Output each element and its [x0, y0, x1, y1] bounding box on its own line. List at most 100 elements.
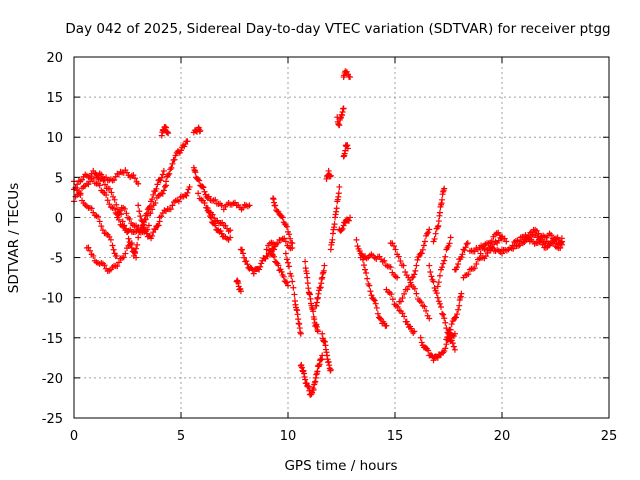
y-tick-labels: -25 -20 -15 -10 -5 0 5 10 15 20: [42, 51, 63, 427]
data-point: [399, 310, 406, 317]
data-point: [310, 308, 317, 315]
data-point: [402, 268, 409, 275]
data-point: [441, 257, 448, 264]
data-point: [440, 260, 447, 267]
data-point: [227, 234, 234, 241]
data-point: [397, 298, 404, 305]
data-point: [354, 243, 361, 250]
data-point: [244, 261, 251, 268]
y-tick-label: 10: [46, 131, 63, 146]
data-point: [227, 227, 234, 234]
data-point: [149, 196, 156, 203]
y-tick-label: -15: [42, 332, 63, 347]
data-point: [87, 247, 94, 254]
data-point: [340, 105, 347, 112]
data-point: [397, 258, 404, 265]
data-point: [436, 272, 443, 279]
data-point: [283, 256, 290, 263]
data-point: [218, 230, 225, 237]
data-point: [302, 258, 309, 265]
data-point: [175, 198, 182, 205]
data-point: [279, 214, 286, 221]
data-point: [150, 191, 157, 198]
data-point: [101, 262, 108, 269]
data-point: [509, 242, 516, 249]
data-point: [135, 180, 142, 187]
data-point: [212, 196, 219, 203]
data-point: [273, 259, 280, 266]
data-point: [171, 156, 178, 163]
data-point: [368, 292, 375, 299]
data-point: [102, 181, 109, 188]
data-point: [364, 275, 371, 282]
data-point: [420, 242, 427, 249]
data-point: [135, 202, 142, 209]
data-point: [146, 203, 153, 210]
data-point: [535, 230, 542, 237]
y-tick-label: 5: [55, 171, 63, 186]
data-point: [77, 190, 84, 197]
data-point: [199, 183, 206, 190]
data-point: [258, 260, 265, 267]
data-point: [411, 271, 418, 278]
y-tick-label: -20: [42, 372, 63, 387]
data-point: [98, 223, 105, 230]
data-point: [145, 222, 152, 229]
data-point: [130, 172, 137, 179]
data-point: [196, 177, 203, 184]
data-point: [389, 296, 396, 303]
y-tick-label: -25: [42, 412, 63, 427]
data-point: [449, 340, 456, 347]
data-point: [152, 200, 159, 207]
plot-frame: [73, 56, 610, 419]
data-point: [165, 172, 172, 179]
data-point: [285, 259, 291, 266]
data-point: [167, 166, 174, 173]
data-point: [503, 238, 510, 245]
data-point: [289, 240, 296, 247]
data-point: [100, 177, 107, 184]
data-point: [347, 214, 354, 221]
data-point: [184, 138, 191, 145]
data-point: [125, 235, 132, 242]
data-point: [434, 283, 441, 290]
data-point: [435, 218, 442, 225]
data-point: [110, 246, 117, 253]
data-point: [440, 311, 447, 318]
data-point: [335, 190, 342, 197]
data-point: [496, 232, 503, 239]
data-point: [153, 185, 160, 192]
data-point: [392, 246, 399, 253]
data-point: [155, 222, 162, 229]
data-point: [400, 262, 407, 269]
data-point: [390, 242, 397, 249]
data-point: [206, 213, 213, 220]
data-point: [439, 310, 446, 317]
data-point: [428, 352, 435, 359]
data-point: [166, 170, 173, 177]
data-point: [444, 334, 451, 341]
y-tick-label: 0: [55, 211, 63, 226]
data-point: [432, 230, 439, 237]
data-point: [426, 262, 433, 269]
data-point: [477, 250, 484, 257]
data-point: [115, 259, 122, 266]
data-point: [111, 196, 118, 203]
data-point: [111, 205, 118, 212]
data-point: [304, 274, 311, 281]
data-point: [149, 232, 156, 239]
data-point: [204, 205, 211, 212]
x-tick-label: 5: [177, 429, 185, 444]
data-point: [161, 183, 168, 190]
data-point: [363, 269, 370, 276]
data-point: [473, 260, 480, 267]
data-point: [158, 174, 165, 181]
data-point: [403, 318, 410, 325]
data-point: [103, 191, 110, 198]
y-tick-label: 20: [46, 51, 63, 66]
data-point: [421, 303, 428, 310]
data-point: [290, 284, 297, 291]
data-point: [240, 204, 247, 211]
data-point: [126, 216, 133, 223]
data-point: [200, 184, 207, 191]
